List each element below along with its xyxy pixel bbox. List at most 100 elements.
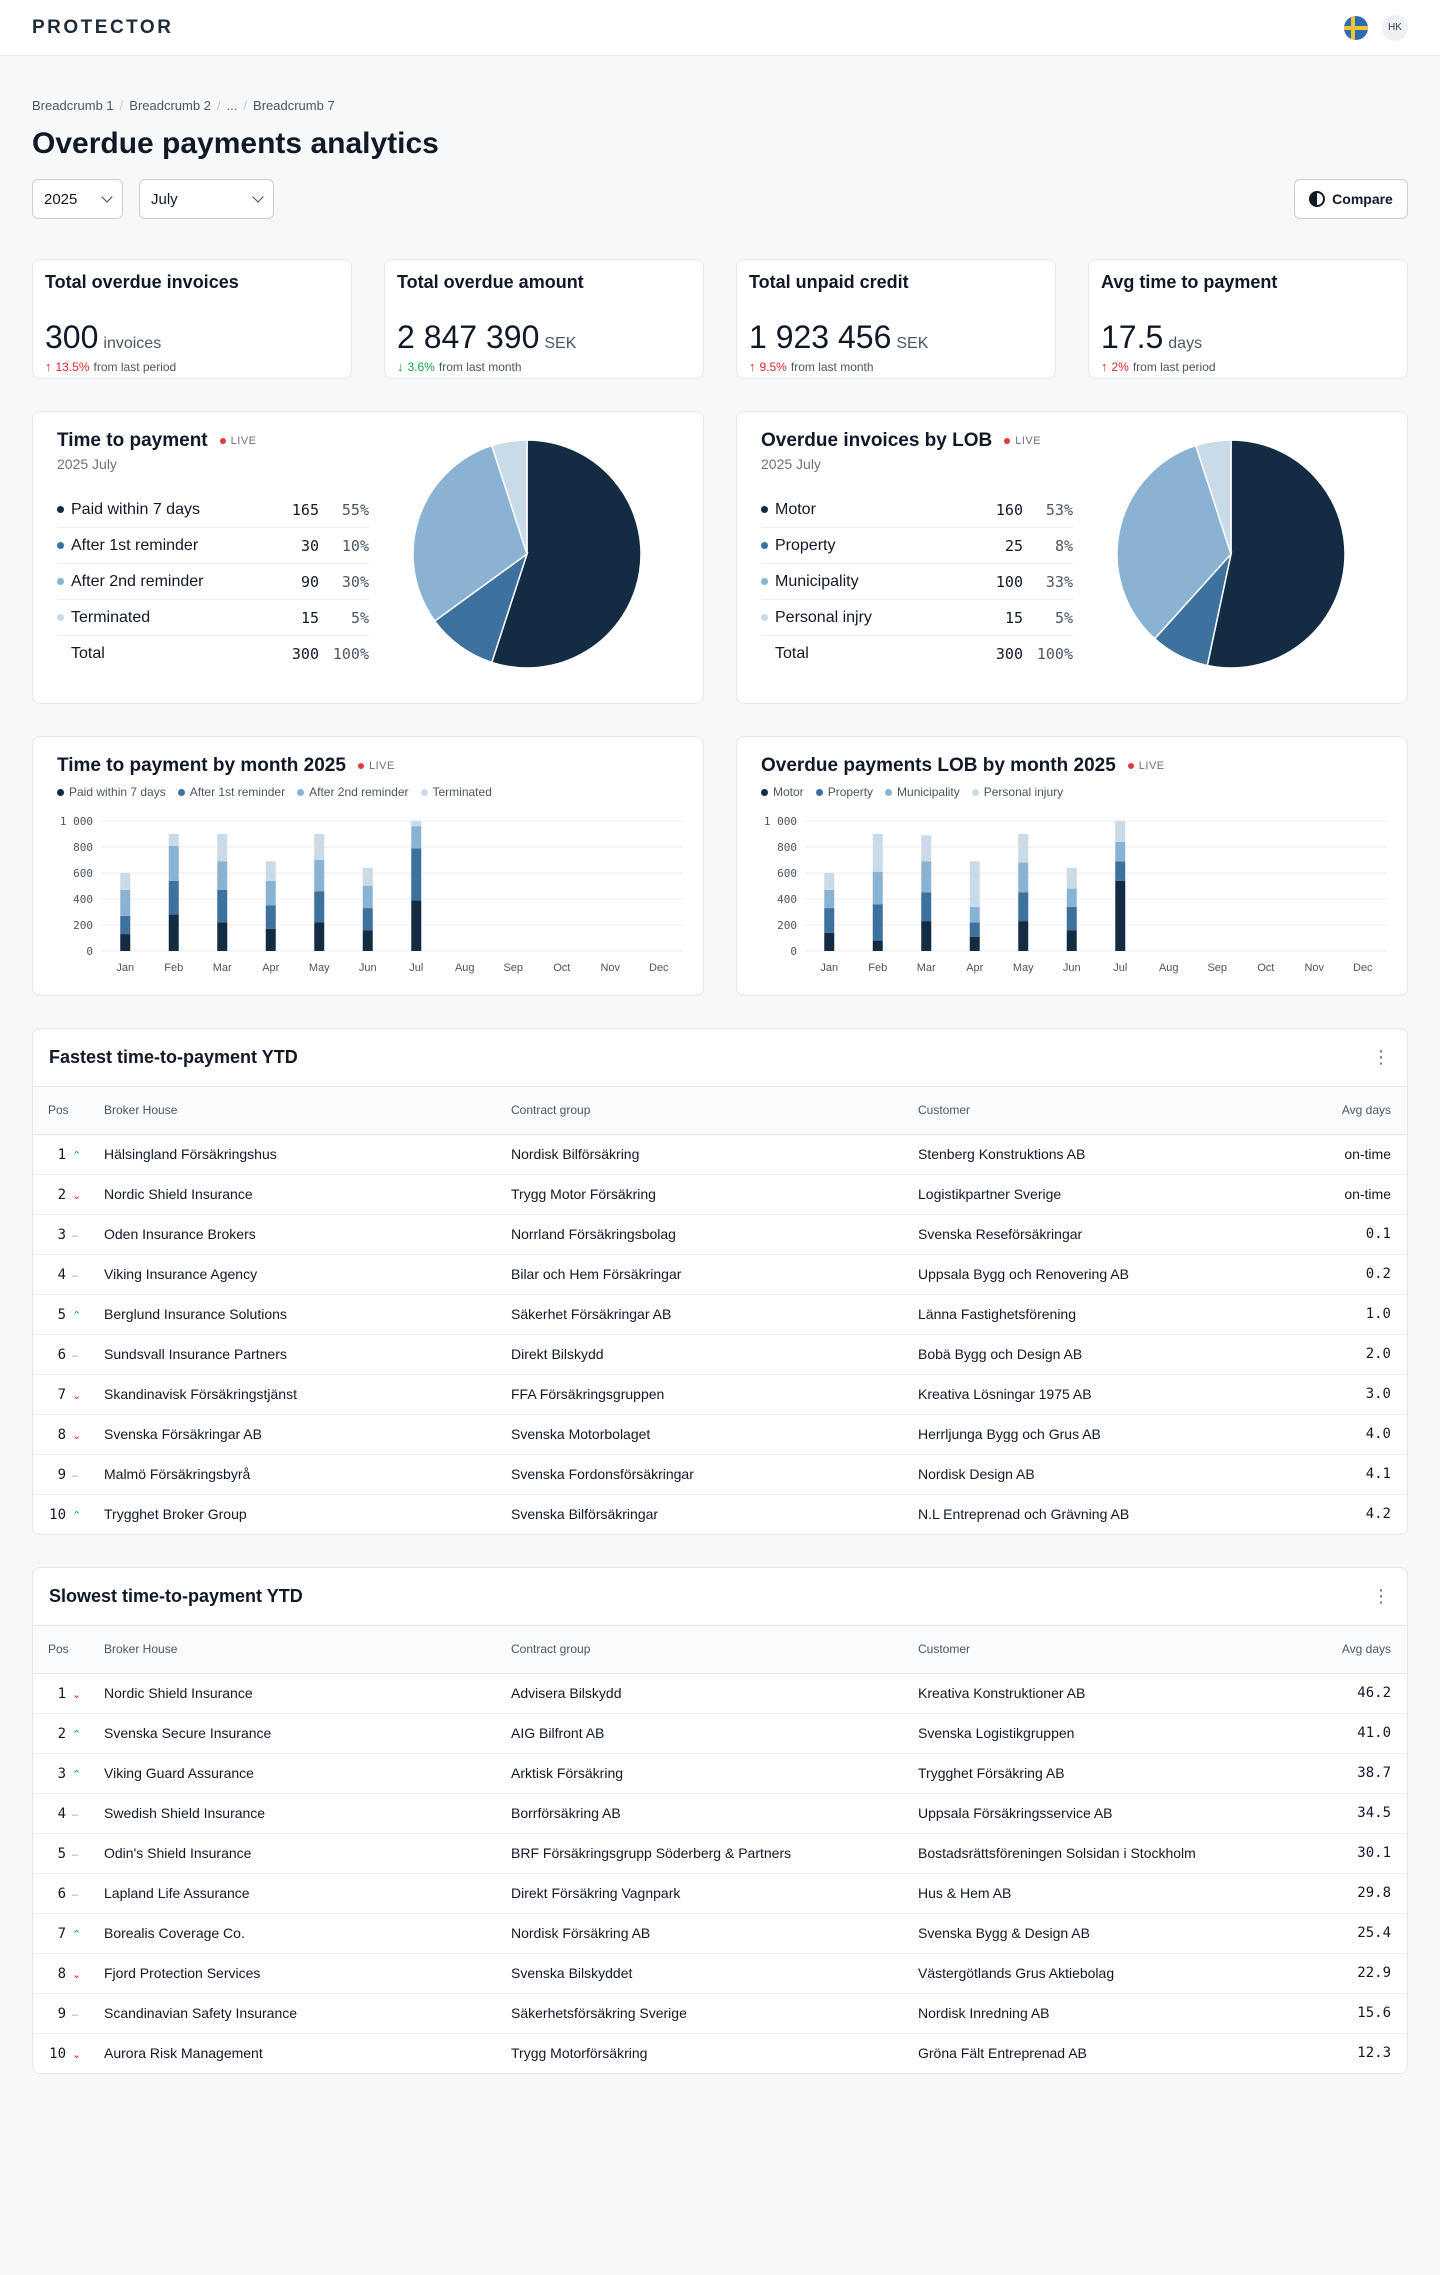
legend-item[interactable]: Terminated: [420, 785, 492, 799]
protector-logo[interactable]: PROTECTOR: [32, 16, 174, 38]
table-row[interactable]: 10 ⌃ Trygghet Broker Group Svenska Bilförsä…: [33, 1494, 1407, 1534]
compare-button[interactable]: Compare: [1294, 179, 1408, 219]
bar-segment[interactable]: [411, 826, 422, 849]
column-header[interactable]: Avg days: [1268, 1626, 1407, 1674]
bar-segment[interactable]: [872, 834, 883, 872]
bar-segment[interactable]: [872, 940, 883, 951]
table-row[interactable]: 1 ⌃ Hälsingland Försäkringshus Nordisk Bilf…: [33, 1134, 1407, 1175]
pie-slice[interactable]: [412, 444, 528, 623]
column-header[interactable]: Customer: [918, 1626, 1268, 1674]
column-header[interactable]: Contract group: [511, 1626, 918, 1674]
table-row[interactable]: 8 ⌄ Fjord Protection Services Svenska Bilsk…: [33, 1953, 1407, 1994]
bar-segment[interactable]: [120, 915, 131, 935]
legend-item[interactable]: Motor: [761, 785, 804, 799]
table-row[interactable]: 9– Scandinavian Safety Insurance Säkerhets…: [33, 1993, 1407, 2034]
table-row[interactable]: 10 ⌄ Aurora Risk Management Trygg Motorförs…: [33, 2033, 1407, 2073]
legend-item[interactable]: After 2nd reminder: [297, 785, 409, 799]
pie-slice[interactable]: [433, 552, 529, 664]
bar-segment[interactable]: [921, 835, 932, 862]
bar-segment[interactable]: [168, 834, 179, 846]
legend-item[interactable]: Paid within 7 days: [57, 785, 166, 799]
bar-segment[interactable]: [314, 922, 325, 951]
bar-segment[interactable]: [921, 892, 932, 922]
bar-segment[interactable]: [411, 848, 422, 901]
bar-segment[interactable]: [1115, 861, 1126, 881]
legend-item[interactable]: After 1st reminder: [177, 785, 285, 799]
bar-segment[interactable]: [265, 861, 276, 881]
column-header[interactable]: Customer: [918, 1087, 1268, 1135]
column-header[interactable]: Pos: [33, 1087, 104, 1135]
more-vertical-icon[interactable]: ⋮: [1372, 1047, 1390, 1067]
bar-segment[interactable]: [411, 900, 422, 951]
kpi-card-avg-time[interactable]: Avg time to payment 17.5 days ↑ 2% from las…: [1088, 259, 1408, 379]
bar-segment[interactable]: [265, 880, 276, 906]
column-header[interactable]: Avg days: [1268, 1087, 1407, 1135]
bar-segment[interactable]: [969, 906, 980, 923]
bar-segment[interactable]: [1115, 821, 1126, 842]
bar-segment[interactable]: [1066, 930, 1077, 951]
bar-segment[interactable]: [362, 908, 373, 931]
bar-segment[interactable]: [1018, 834, 1029, 863]
pie-slice[interactable]: [1206, 439, 1346, 669]
bar-segment[interactable]: [217, 922, 228, 951]
bar-segment[interactable]: [362, 886, 373, 909]
bar-segment[interactable]: [362, 867, 373, 886]
column-header[interactable]: Broker House: [104, 1087, 511, 1135]
bar-segment[interactable]: [824, 873, 835, 890]
legend-item[interactable]: Property: [815, 785, 873, 799]
table-row[interactable]: 9– Malmö Försäkringsbyrå Svenska Fordonsfö…: [33, 1454, 1407, 1495]
bar-segment[interactable]: [1115, 880, 1126, 951]
bar-segment[interactable]: [314, 834, 325, 860]
table-row[interactable]: 2 ⌄ Nordic Shield Insurance Trygg Motor För…: [33, 1174, 1407, 1215]
bar-segment[interactable]: [1018, 892, 1029, 922]
pie-slice[interactable]: [490, 439, 528, 555]
bar-segment[interactable]: [120, 934, 131, 951]
kpi-card-overdue-amount[interactable]: Total overdue amount 2 847 390 SEK ↓ 3.6% f…: [384, 259, 704, 379]
bar-segment[interactable]: [1018, 921, 1029, 951]
legend-item[interactable]: Personal injury: [971, 785, 1063, 799]
avatar[interactable]: HK: [1382, 14, 1408, 41]
table-row[interactable]: 5 ⌃ Berglund Insurance Solutions Säkerhet F…: [33, 1294, 1407, 1335]
bar-segment[interactable]: [265, 905, 276, 929]
bar-segment[interactable]: [969, 922, 980, 937]
bar-segment[interactable]: [1066, 906, 1077, 931]
bar-segment[interactable]: [969, 861, 980, 907]
bar-segment[interactable]: [824, 932, 835, 951]
table-row[interactable]: 2 ⌃ Svenska Secure Insurance AIG Bilfront A…: [33, 1713, 1407, 1754]
bar-segment[interactable]: [168, 845, 179, 881]
column-header[interactable]: Pos: [33, 1626, 104, 1674]
bar-segment[interactable]: [872, 904, 883, 941]
bar-segment[interactable]: [921, 921, 932, 951]
bar-segment[interactable]: [921, 861, 932, 893]
table-row[interactable]: 5– Odin's Shield Insurance BRF Försäkrings…: [33, 1833, 1407, 1874]
bar-segment[interactable]: [1066, 867, 1077, 889]
bar-segment[interactable]: [168, 914, 179, 951]
pie-slice[interactable]: [1116, 444, 1232, 640]
bar-segment[interactable]: [362, 930, 373, 951]
bar-segment[interactable]: [1115, 841, 1126, 862]
bar-segment[interactable]: [265, 928, 276, 951]
bar-segment[interactable]: [1018, 862, 1029, 893]
table-row[interactable]: 6– Lapland Life Assurance Direkt Försäkrin…: [33, 1873, 1407, 1914]
pie-slice[interactable]: [490, 439, 642, 669]
kpi-card-unpaid-credit[interactable]: Total unpaid credit 1 923 456 SEK ↑ 9.5% fr…: [736, 259, 1056, 379]
breadcrumb-item[interactable]: Breadcrumb 1: [32, 98, 114, 113]
sweden-flag-icon[interactable]: [1344, 15, 1368, 40]
bar-segment[interactable]: [314, 860, 325, 892]
bar-segment[interactable]: [969, 936, 980, 951]
month-select[interactable]: July: [139, 179, 274, 219]
year-select[interactable]: 2025: [32, 179, 123, 219]
bar-segment[interactable]: [217, 834, 228, 862]
table-row[interactable]: 1 ⌄ Nordic Shield Insurance Advisera Bilsky…: [33, 1673, 1407, 1714]
table-row[interactable]: 4– Swedish Shield Insurance Borrförsäkring…: [33, 1793, 1407, 1834]
bar-segment[interactable]: [872, 871, 883, 905]
bar-segment[interactable]: [824, 908, 835, 933]
bar-segment[interactable]: [217, 889, 228, 923]
pie-slice[interactable]: [1194, 439, 1232, 555]
table-row[interactable]: 6– Sundsvall Insurance Partners Direkt Bil…: [33, 1334, 1407, 1375]
breadcrumb-item[interactable]: Breadcrumb 2: [129, 98, 211, 113]
column-header[interactable]: Contract group: [511, 1087, 918, 1135]
bar-segment[interactable]: [217, 861, 228, 890]
table-row[interactable]: 7 ⌃ Borealis Coverage Co. Nordisk Försäkrin…: [33, 1913, 1407, 1954]
bar-segment[interactable]: [314, 891, 325, 923]
